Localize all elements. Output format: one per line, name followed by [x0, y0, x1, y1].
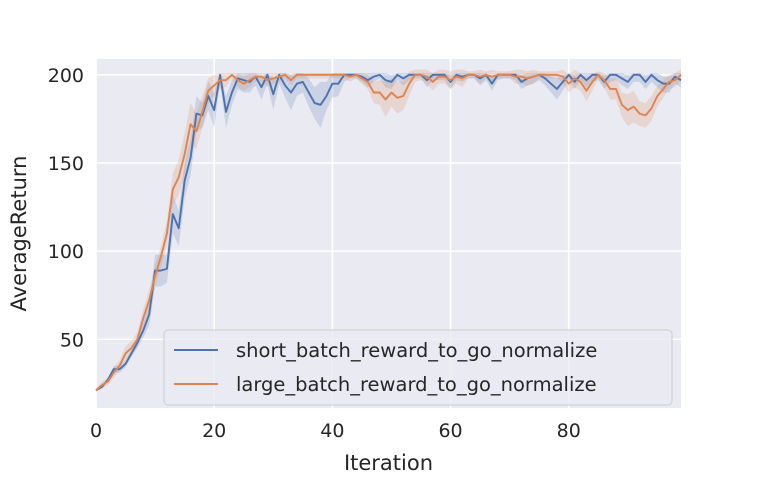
y-tick-label: 150 [48, 153, 84, 175]
legend-label-short-batch: short_batch_reward_to_go_normalize [236, 339, 597, 362]
x-tick-label: 20 [202, 420, 226, 442]
series-band-1 [96, 69, 681, 393]
x-tick-label: 0 [90, 420, 102, 442]
y-tick-label: 200 [48, 65, 84, 87]
y-tick-label: 100 [48, 241, 84, 263]
x-tick-label: 40 [320, 420, 344, 442]
tick-labels: 0 20 40 60 80 50 100 150 200 [48, 65, 581, 442]
legend-label-large-batch: large_batch_reward_to_go_normalize [236, 373, 597, 396]
confidence-bands [96, 69, 681, 393]
series-line-1 [95, 73, 682, 392]
legend: short_batch_reward_to_go_normalize large… [163, 329, 673, 406]
series-line-0 [95, 73, 682, 392]
x-axis-label: Iteration [344, 451, 433, 475]
x-tick-label: 80 [557, 420, 581, 442]
legend-box [163, 329, 673, 406]
x-tick-label: 60 [438, 420, 462, 442]
y-tick-label: 50 [60, 329, 84, 351]
series-lines [95, 73, 682, 392]
y-axis-label: AverageReturn [7, 156, 31, 312]
